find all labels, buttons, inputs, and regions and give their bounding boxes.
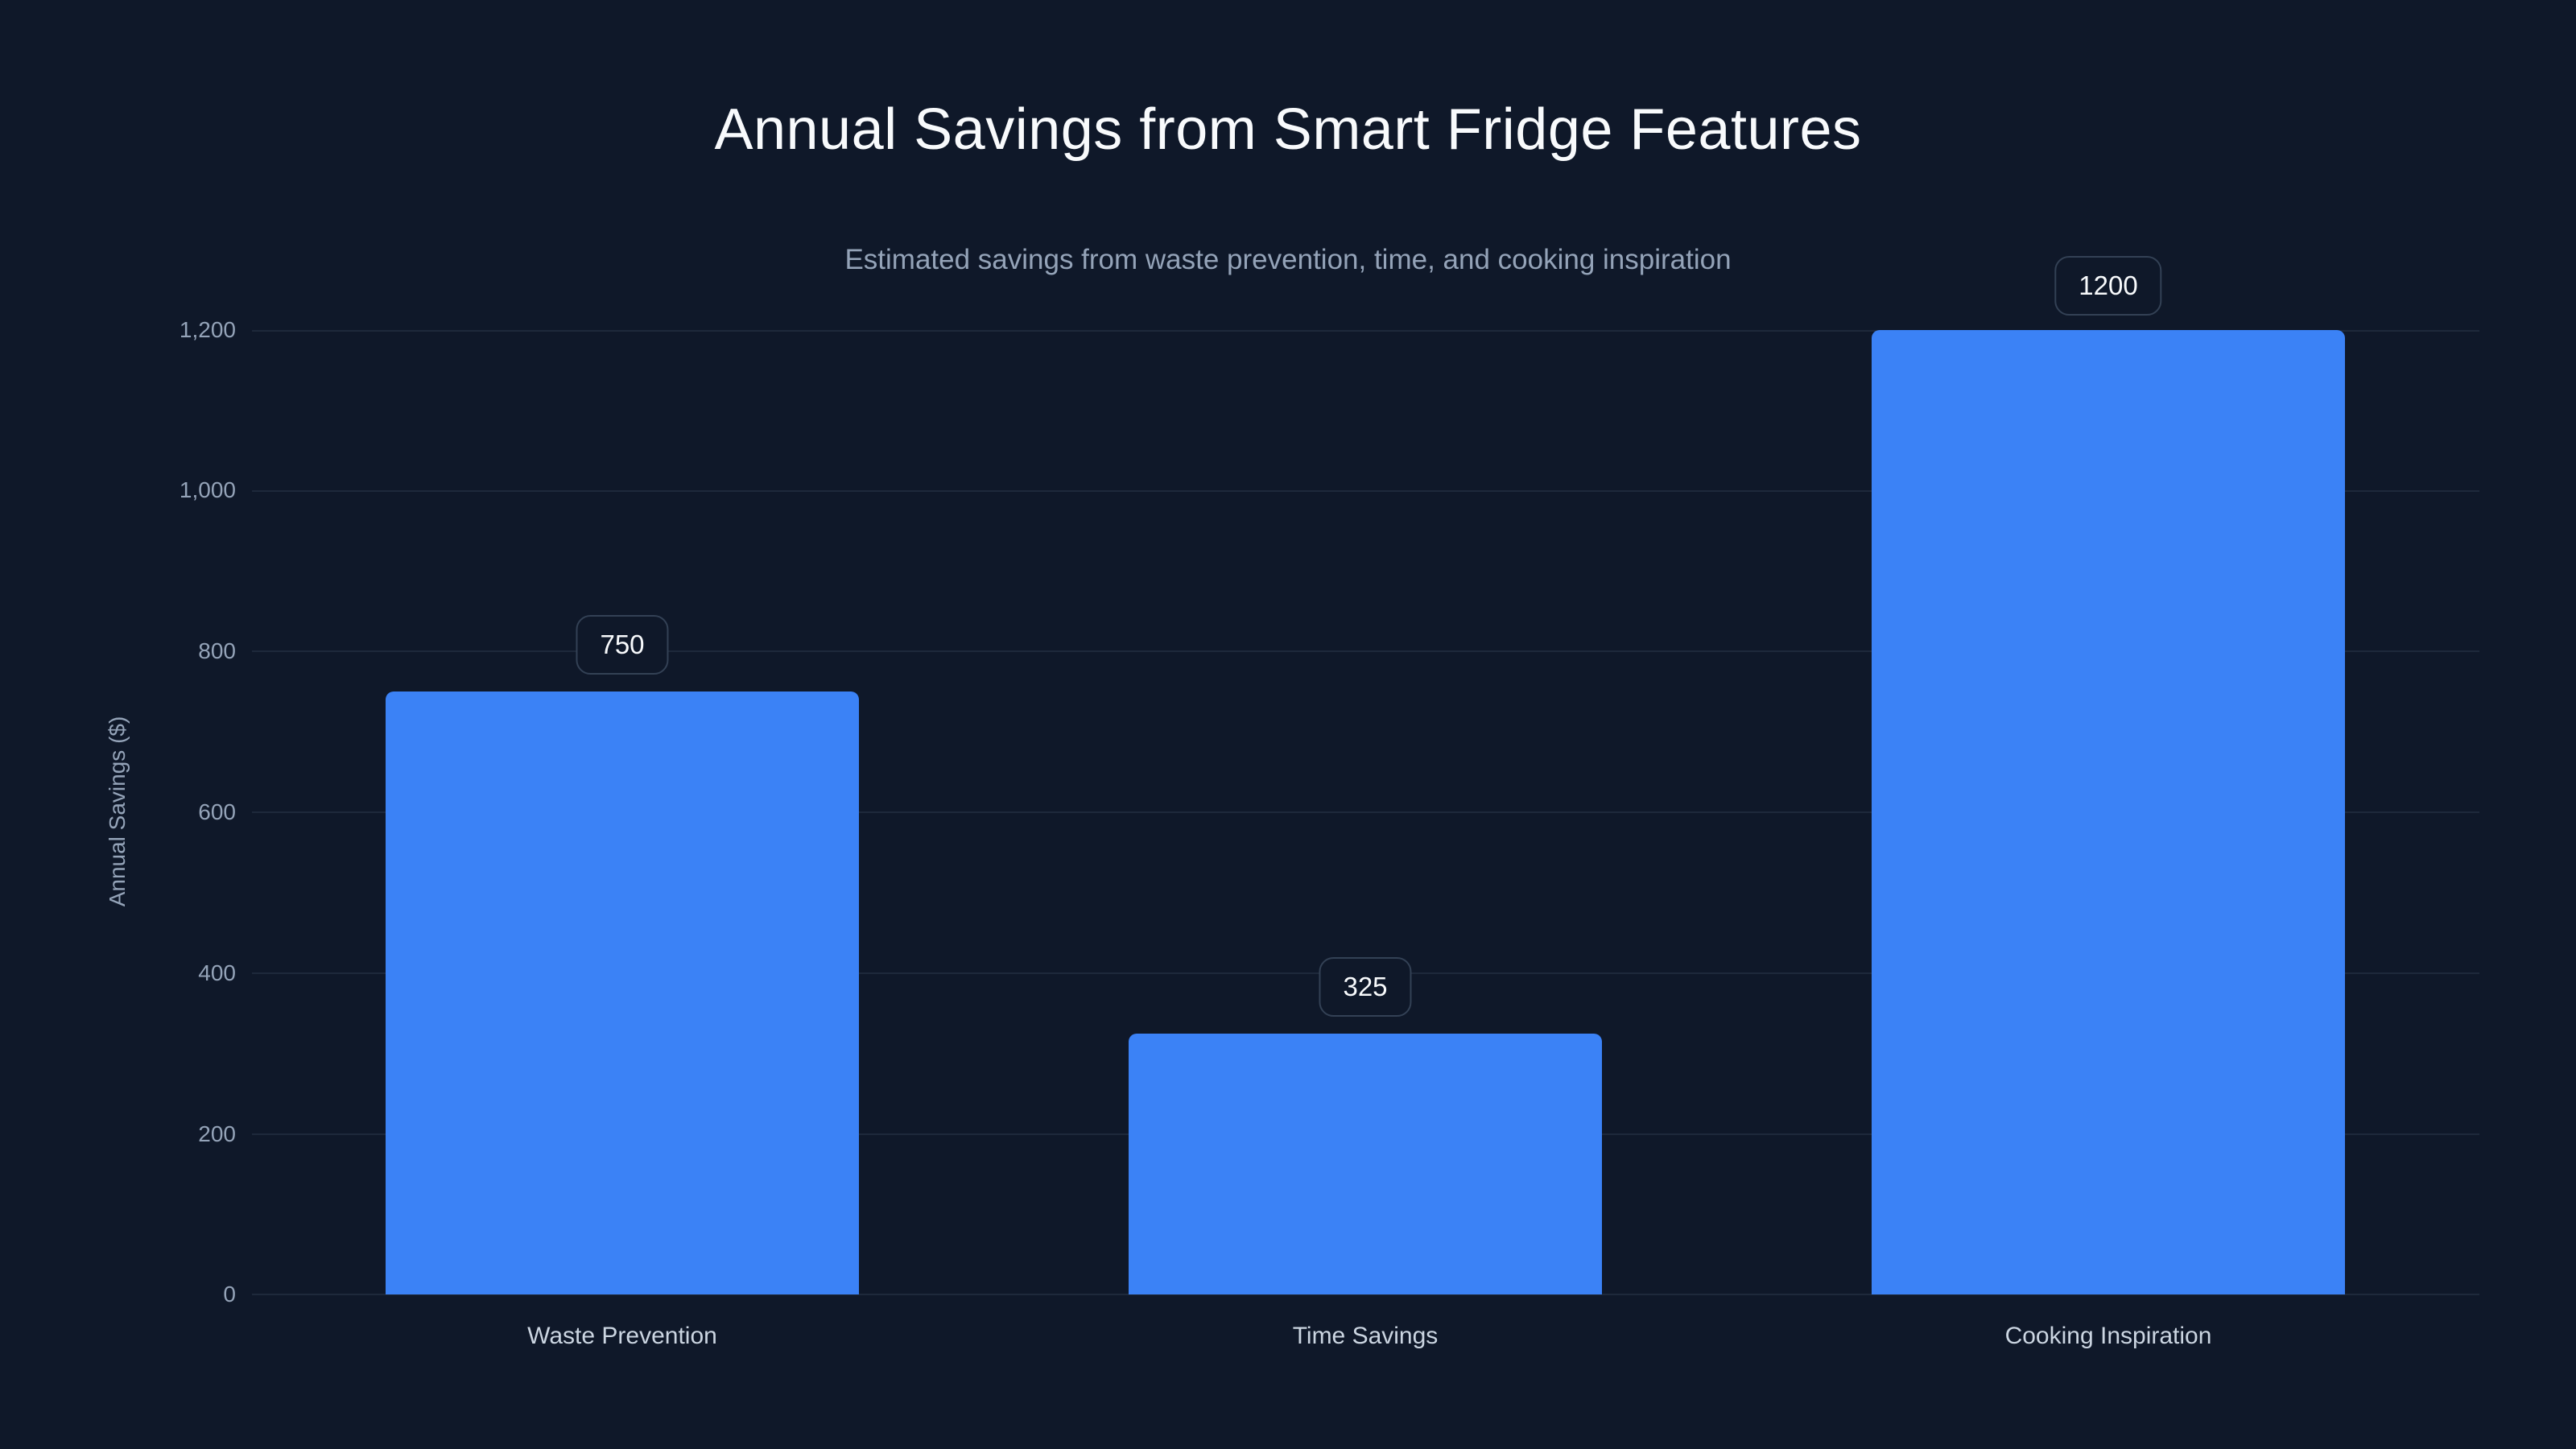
y-tick-400: 400	[198, 960, 236, 985]
value-label-cooking-inspiration: 1200	[2054, 256, 2162, 316]
y-tick-1000: 1,000	[179, 477, 236, 502]
y-axis-label: Annual Savings ($)	[105, 716, 130, 907]
value-label-waste-prevention: 750	[576, 615, 669, 675]
bar-cooking-inspiration[interactable]	[1872, 330, 2345, 1294]
bar-time-savings[interactable]	[1129, 1034, 1602, 1294]
y-tick-0: 0	[223, 1282, 236, 1307]
y-tick-800: 800	[198, 638, 236, 663]
x-tick-time-savings: Time Savings	[1292, 1323, 1439, 1349]
value-label-time-savings: 325	[1319, 957, 1412, 1017]
y-tick-200: 200	[198, 1121, 236, 1146]
y-tick-1200: 1,200	[179, 317, 236, 342]
x-tick-cooking-inspiration: Cooking Inspiration	[2004, 1323, 2212, 1349]
gridline-800	[252, 650, 2479, 652]
bar-waste-prevention[interactable]	[386, 691, 859, 1294]
chart-title: Annual Savings from Smart Fridge Feature…	[714, 97, 1862, 162]
gridline-0	[252, 1294, 2479, 1295]
chart-subtitle: Estimated savings from waste prevention,…	[844, 244, 1732, 275]
gridline-600	[252, 811, 2479, 813]
gridline-1000	[252, 490, 2479, 492]
x-tick-waste-prevention: Waste Prevention	[527, 1323, 717, 1349]
y-tick-600: 600	[198, 799, 236, 824]
gridline-1200	[252, 330, 2479, 332]
plot-area: 750 325 1200	[252, 256, 2479, 1295]
